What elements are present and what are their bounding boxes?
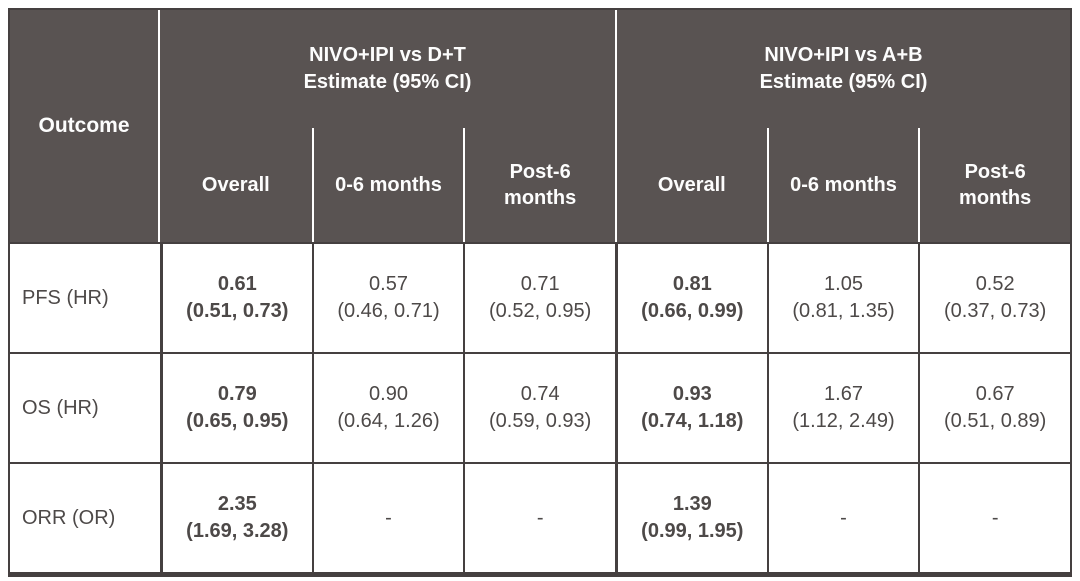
cell-orr-dt-overall: 2.35 (1.69, 3.28)	[160, 462, 312, 572]
table-body: PFS (HR) 0.61 (0.51, 0.73) 0.57 (0.46, 0…	[10, 242, 1070, 572]
subheader-dt-overall-label: Overall	[201, 174, 270, 196]
subheader-dt-0-6-months-label: 0-6 months	[335, 174, 442, 196]
row-label-orr: ORR (OR)	[10, 462, 160, 572]
cell-os-dt-post-6-months: 0.74 (0.59, 0.93)	[463, 352, 615, 462]
cell-os-ab-post-6-months: 0.67 (0.51, 0.89)	[918, 352, 1070, 462]
cell-os-dt-overall: 0.79 (0.65, 0.95)	[160, 352, 312, 462]
subheader-dt-overall: Overall	[160, 128, 312, 242]
row-label-os: OS (HR)	[10, 352, 160, 462]
subheader-dt-post-6-months-label: Post-6 months	[504, 161, 577, 209]
table-header: Outcome NIVO+IPI vs D+T Estimate (95% CI…	[10, 10, 1070, 242]
cell-orr-dt-0-6-months: -	[311, 462, 464, 572]
subheader-ab-overall: Overall	[615, 128, 767, 242]
cell-pfs-ab-post-6-months: 0.52 (0.37, 0.73)	[918, 242, 1070, 352]
cell-pfs-dt-post-6-months: 0.71 (0.52, 0.95)	[463, 242, 615, 352]
cell-orr-dt-post-6-months: -	[463, 462, 615, 572]
cell-os-ab-0-6-months: 1.67 (1.12, 2.49)	[766, 352, 919, 462]
row-label-pfs: PFS (HR)	[10, 242, 160, 352]
cell-orr-ab-0-6-months: -	[766, 462, 919, 572]
cell-pfs-ab-overall: 0.81 (0.66, 0.99)	[615, 242, 767, 352]
subheader-dt-0-6-months: 0-6 months	[311, 128, 464, 242]
cell-orr-ab-overall: 1.39 (0.99, 1.95)	[615, 462, 767, 572]
cell-os-ab-overall: 0.93 (0.74, 1.18)	[615, 352, 767, 462]
subheader-ab-post-6-months-label: Post-6 months	[959, 161, 1032, 209]
group-header-nivo-ipi-vs-dt-label: NIVO+IPI vs D+T Estimate (95% CI)	[303, 44, 472, 93]
subheader-ab-overall-label: Overall	[657, 174, 726, 196]
cell-os-dt-0-6-months: 0.90 (0.64, 1.26)	[311, 352, 464, 462]
subheader-ab-post-6-months: Post-6 months	[918, 128, 1070, 242]
cell-pfs-dt-overall: 0.61 (0.51, 0.73)	[160, 242, 312, 352]
outcome-column-header: Outcome	[10, 10, 160, 242]
subheader-ab-0-6-months-label: 0-6 months	[790, 174, 897, 196]
cell-pfs-dt-0-6-months: 0.57 (0.46, 0.71)	[311, 242, 464, 352]
cell-orr-ab-post-6-months: -	[918, 462, 1070, 572]
subheader-dt-post-6-months: Post-6 months	[463, 128, 615, 242]
group-header-nivo-ipi-vs-dt: NIVO+IPI vs D+T Estimate (95% CI)	[160, 10, 615, 128]
subheader-ab-0-6-months: 0-6 months	[766, 128, 919, 242]
results-table: Outcome NIVO+IPI vs D+T Estimate (95% CI…	[8, 8, 1072, 577]
group-header-nivo-ipi-vs-ab: NIVO+IPI vs A+B Estimate (95% CI)	[615, 10, 1070, 128]
group-header-nivo-ipi-vs-ab-label: NIVO+IPI vs A+B Estimate (95% CI)	[759, 44, 928, 93]
outcome-header-label: Outcome	[38, 114, 130, 137]
cell-pfs-ab-0-6-months: 1.05 (0.81, 1.35)	[766, 242, 919, 352]
